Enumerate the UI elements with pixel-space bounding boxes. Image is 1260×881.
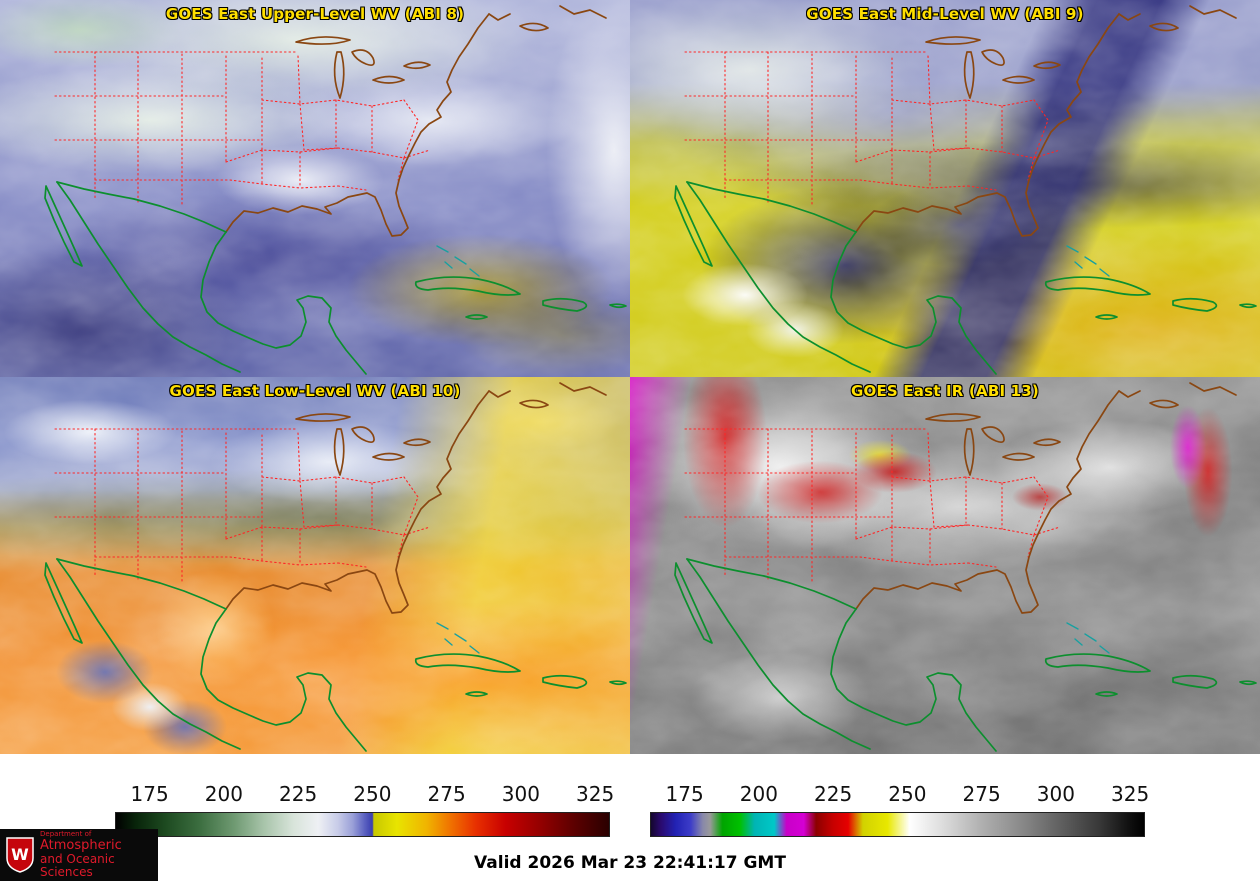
tick-label: 175 — [130, 782, 169, 806]
panel-title-ir: GOES East IR (ABI 13) — [850, 382, 1039, 400]
cloud-texture — [0, 377, 630, 754]
tick-label: 225 — [279, 782, 318, 806]
logo-text: Department of Atmospheric and Oceanic Sc… — [40, 830, 153, 879]
map-overlay — [0, 377, 630, 754]
wv-colorbar-ticks: 175 200 225 250 275 300 325 — [115, 782, 615, 808]
uw-crest-icon: W — [6, 837, 34, 873]
tick-label: 200 — [204, 782, 243, 806]
tick-label: 200 — [739, 782, 778, 806]
map-overlay — [0, 0, 630, 377]
tick-label: 250 — [888, 782, 927, 806]
ir-colorbar-ticks: 175 200 225 250 275 300 325 — [650, 782, 1150, 808]
cloud-texture — [630, 0, 1260, 377]
panel-upper-level-wv: GOES East Upper-Level WV (ABI 8) — [0, 0, 630, 377]
valid-time: Valid 2026 Mar 23 22:41:17 GMT — [474, 853, 786, 873]
logo-line-1: Atmospheric — [40, 837, 122, 853]
ir-colorbar: 175 200 225 250 275 300 325 — [650, 782, 1150, 848]
tick-label: 225 — [814, 782, 853, 806]
map-overlay — [630, 377, 1260, 754]
wv-colorbar-gradient — [115, 812, 610, 837]
cloud-texture — [0, 0, 630, 377]
tick-label: 300 — [501, 782, 540, 806]
tick-label: 325 — [576, 782, 615, 806]
panel-title-mid-wv: GOES East Mid-Level WV (ABI 9) — [806, 5, 1084, 23]
panel-low-level-wv: GOES East Low-Level WV (ABI 10) — [0, 377, 630, 754]
aos-logo: W Department of Atmospheric and Oceanic … — [0, 829, 158, 881]
tick-label: 300 — [1036, 782, 1075, 806]
panel-title-low-wv: GOES East Low-Level WV (ABI 10) — [169, 382, 461, 400]
map-overlay — [630, 0, 1260, 377]
crest-letter: W — [11, 845, 29, 864]
panel-grid: GOES East Upper-Level WV (ABI 8) GOES Ea… — [0, 0, 1260, 754]
tick-label: 275 — [962, 782, 1001, 806]
tick-label: 275 — [427, 782, 466, 806]
footer: 175 200 225 250 275 300 325 175 200 225 … — [0, 754, 1260, 881]
panel-ir: GOES East IR (ABI 13) — [630, 377, 1260, 754]
tick-label: 250 — [353, 782, 392, 806]
logo-line-2: and Oceanic Sciences — [40, 851, 115, 879]
cloud-texture — [630, 377, 1260, 754]
ir-colorbar-gradient — [650, 812, 1145, 837]
wv-colorbar: 175 200 225 250 275 300 325 — [115, 782, 615, 848]
tick-label: 325 — [1111, 782, 1150, 806]
tick-label: 175 — [665, 782, 704, 806]
panel-mid-level-wv: GOES East Mid-Level WV (ABI 9) — [630, 0, 1260, 377]
panel-title-upper-wv: GOES East Upper-Level WV (ABI 8) — [165, 5, 465, 23]
logo-dept-line: Department of — [40, 830, 92, 839]
